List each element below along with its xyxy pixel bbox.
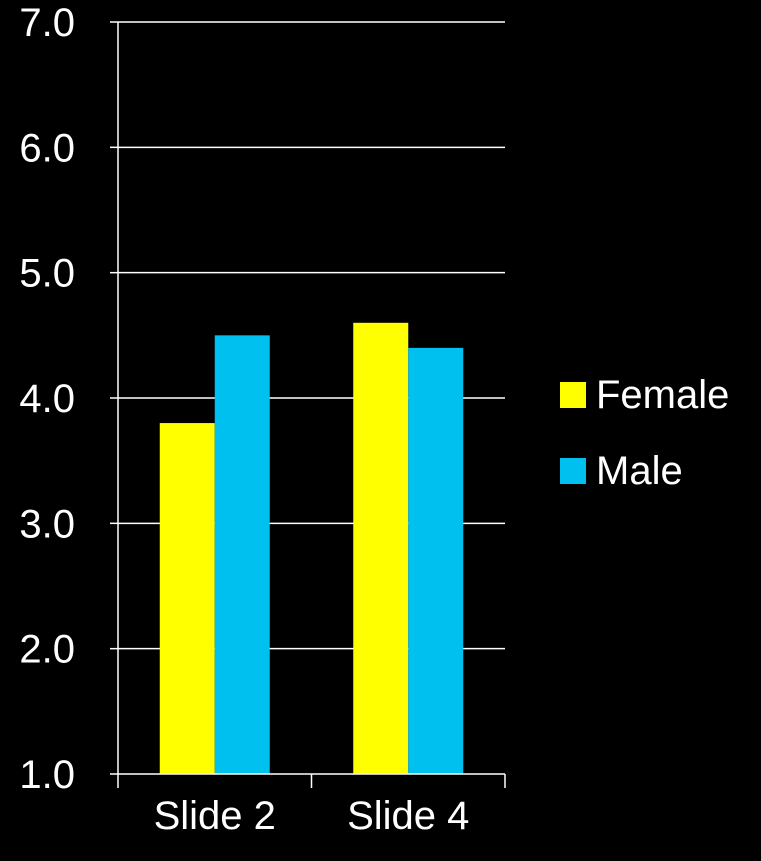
bar-female-slide-4 [353,322,409,774]
x-category-label: Slide 2 [154,794,276,838]
y-tick-label: 1.0 [19,753,75,797]
legend-label-female: Female [596,373,729,417]
x-category-labels: Slide 2 Slide 4 [154,794,470,838]
x-category-label: Slide 4 [347,794,469,838]
legend-swatch-male [560,458,586,484]
legend: Female Male [560,373,729,493]
y-tick-label: 4.0 [19,377,75,421]
bars [159,322,464,774]
y-tick-labels: 1.0 2.0 3.0 4.0 5.0 6.0 7.0 [19,1,75,797]
y-tick-label: 6.0 [19,126,75,170]
axes [110,21,506,788]
bar-male-slide-4 [408,347,464,774]
legend-swatch-female [560,382,586,408]
bar-male-slide-2 [214,335,270,774]
y-tick-label: 7.0 [19,1,75,45]
y-tick-label: 2.0 [19,628,75,672]
legend-label-male: Male [596,449,683,493]
bar-female-slide-2 [159,423,215,774]
y-tick-label: 3.0 [19,502,75,546]
y-tick-label: 5.0 [19,252,75,296]
